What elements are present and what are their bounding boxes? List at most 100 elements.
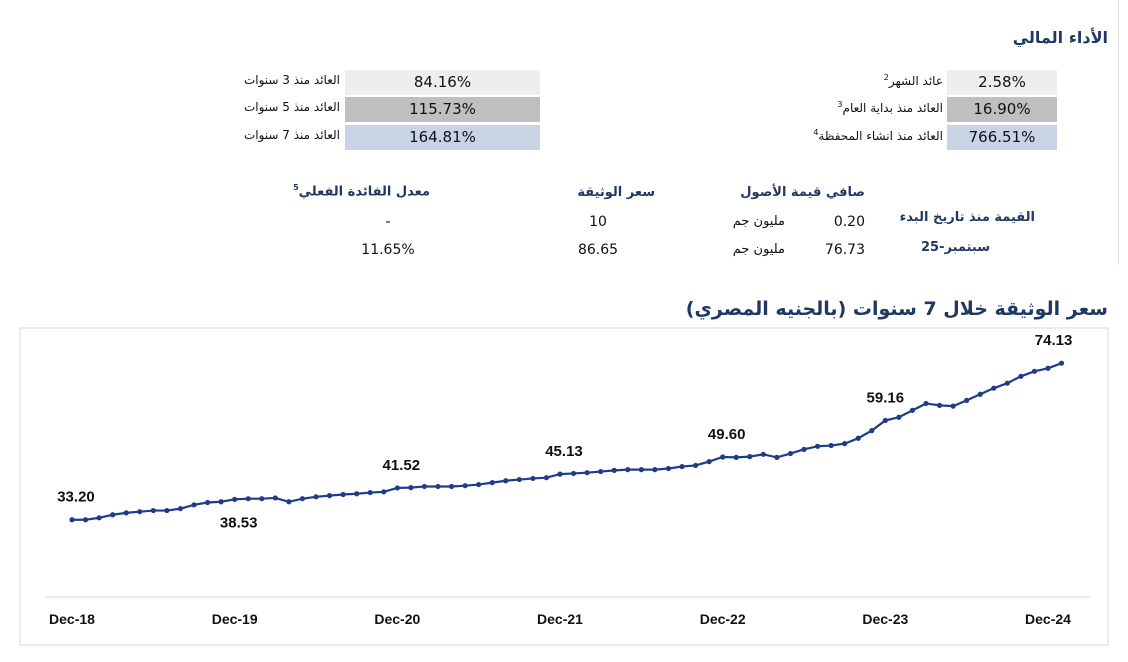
return-value: 115.73% — [345, 97, 540, 122]
point — [177, 506, 184, 512]
point — [896, 414, 902, 420]
point — [421, 483, 428, 490]
point — [232, 496, 238, 502]
point — [557, 471, 563, 477]
point — [964, 397, 970, 404]
point — [909, 407, 916, 413]
point — [991, 385, 997, 391]
nav-header: صافي قيمة الأصول — [740, 185, 865, 200]
x-tick-label: Dec-23 — [862, 611, 908, 627]
point — [313, 494, 319, 500]
point — [638, 467, 644, 473]
return-value: 16.90% — [947, 97, 1057, 122]
point — [69, 517, 75, 523]
point — [82, 517, 89, 523]
x-tick-label: Dec-18 — [49, 611, 95, 627]
return-value: 766.51% — [947, 125, 1057, 150]
return-value: 84.16% — [345, 70, 540, 95]
point — [814, 443, 821, 449]
x-tick-label: Dec-22 — [700, 611, 746, 627]
chart-title: سعر الوثيقة خلال 7 سنوات (بالجنيه المصري… — [685, 298, 1108, 320]
point — [584, 470, 590, 476]
point — [692, 462, 699, 469]
point — [652, 467, 658, 473]
text: عائد الشهر — [888, 74, 943, 88]
return-value: 2.58% — [947, 70, 1057, 95]
point — [760, 451, 766, 457]
point — [706, 459, 712, 465]
x-tick-label: Dec-21 — [537, 611, 583, 627]
nav-cell: 0.20 — [833, 214, 865, 230]
nav-cell: 11.65% — [361, 242, 415, 258]
return-label: العائد منذ انشاء المحفظة4 — [813, 128, 943, 143]
point — [1031, 368, 1038, 374]
point — [747, 454, 753, 460]
data-label: 49.60 — [708, 426, 746, 443]
point — [787, 450, 794, 457]
point — [137, 509, 143, 515]
point — [598, 468, 604, 475]
nav-header: سعر الوثيقة — [577, 185, 655, 200]
x-tick-label: Dec-24 — [1025, 611, 1071, 627]
point — [408, 485, 414, 491]
point — [977, 391, 983, 397]
point — [516, 476, 522, 483]
return-label: العائد منذ 5 سنوات — [243, 100, 340, 114]
nav-header: معدل الفائدة الفعلي5 — [293, 183, 430, 199]
nav-header: القيمة منذ تاريخ البدء — [899, 210, 1035, 225]
point — [435, 483, 441, 490]
point — [665, 465, 672, 472]
return-label: العائد منذ 3 سنوات — [243, 73, 340, 87]
point — [110, 512, 116, 518]
point — [936, 402, 943, 408]
data-label: 38.53 — [220, 514, 258, 531]
text: العائد منذ انشاء المحفظة — [818, 129, 943, 143]
point — [1004, 380, 1010, 386]
point — [326, 493, 333, 499]
point — [204, 499, 211, 506]
point — [1058, 360, 1065, 366]
text: معدل الفائدة الفعلي — [298, 184, 430, 200]
point — [503, 478, 509, 484]
point — [1018, 373, 1024, 379]
point — [774, 454, 780, 460]
return-label: عائد الشهر2 — [884, 73, 943, 88]
data-label: 33.20 — [57, 489, 95, 506]
note: 4 — [813, 128, 819, 137]
point — [462, 483, 468, 489]
point — [828, 442, 834, 449]
point — [218, 499, 224, 505]
nav-cell: - — [385, 214, 391, 230]
divider — [1118, 0, 1119, 265]
point — [394, 485, 400, 491]
point — [340, 491, 346, 498]
point — [842, 441, 848, 447]
point — [625, 467, 631, 473]
data-label: 74.13 — [1035, 332, 1073, 349]
note: 3 — [837, 100, 843, 109]
nav-cell: مليون جم — [732, 242, 785, 257]
x-tick-label: Dec-19 — [212, 611, 258, 627]
nav-date: سبتمبر-25 — [921, 240, 990, 255]
nav-cell: 86.65 — [577, 242, 619, 258]
point — [570, 470, 577, 477]
point — [543, 475, 550, 481]
data-label: 59.16 — [867, 389, 905, 406]
data-label: 41.52 — [383, 457, 421, 474]
x-tick-label: Dec-20 — [374, 611, 420, 627]
text: العائد منذ بداية العام — [842, 101, 943, 115]
point — [530, 475, 536, 482]
point — [1045, 365, 1051, 371]
point — [381, 489, 387, 495]
nav-cell: مليون جم — [732, 214, 785, 229]
point — [855, 435, 861, 441]
point — [191, 502, 197, 508]
point — [96, 515, 102, 521]
point — [448, 483, 455, 490]
point — [367, 489, 373, 496]
point — [150, 507, 156, 514]
point — [164, 507, 170, 514]
point — [354, 491, 360, 497]
